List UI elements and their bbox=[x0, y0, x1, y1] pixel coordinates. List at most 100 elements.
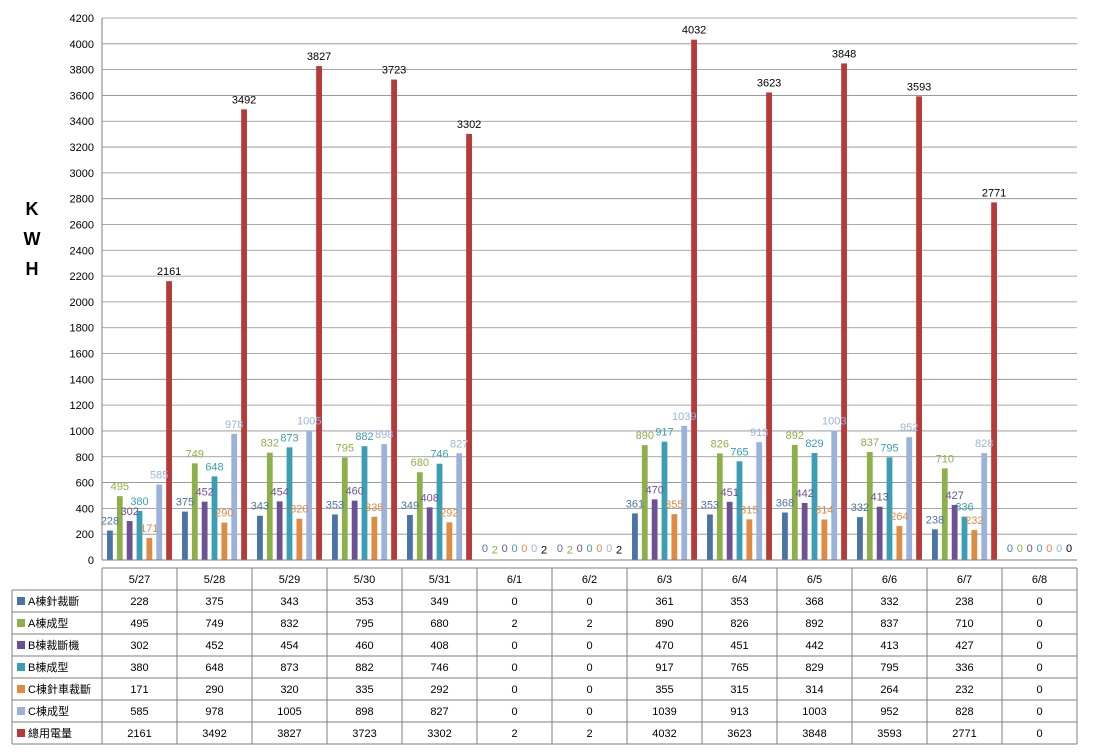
legend-label: C棟針車裁斷 bbox=[28, 682, 91, 696]
table-cell: 0 bbox=[1036, 706, 1042, 718]
table-cell: 648 bbox=[205, 662, 223, 674]
bar bbox=[831, 430, 838, 560]
table-cell: 873 bbox=[280, 662, 298, 674]
table-cell: 680 bbox=[430, 618, 448, 630]
y-tick-label: 2200 bbox=[70, 271, 94, 283]
data-label: 171 bbox=[140, 523, 158, 535]
data-label: 0 bbox=[502, 543, 508, 555]
bar bbox=[941, 468, 948, 560]
table-cell: 2 bbox=[586, 728, 592, 740]
y-tick-label: 600 bbox=[76, 478, 94, 490]
data-label: 4032 bbox=[682, 25, 706, 37]
bar bbox=[276, 501, 283, 560]
data-label: 827 bbox=[450, 438, 468, 450]
bar bbox=[991, 202, 997, 560]
data-label: 890 bbox=[636, 430, 654, 442]
table-cell: 349 bbox=[430, 596, 448, 608]
bar bbox=[801, 502, 808, 560]
bar bbox=[866, 451, 873, 560]
table-cell: 3723 bbox=[352, 728, 376, 740]
data-label: 290 bbox=[215, 508, 233, 520]
table-cell: 1039 bbox=[652, 706, 676, 718]
bar bbox=[391, 79, 397, 560]
bar bbox=[436, 463, 443, 560]
bar bbox=[782, 512, 788, 560]
bar bbox=[407, 514, 413, 560]
data-label: 952 bbox=[900, 422, 918, 434]
bar bbox=[241, 109, 247, 560]
bar bbox=[932, 529, 938, 560]
table-cell: 413 bbox=[880, 640, 898, 652]
table-cell: 302 bbox=[130, 640, 148, 652]
table-cell: 0 bbox=[511, 640, 517, 652]
bar bbox=[416, 472, 423, 560]
data-label: 882 bbox=[355, 431, 373, 443]
data-label: 264 bbox=[890, 511, 908, 523]
data-label: 746 bbox=[430, 449, 448, 461]
data-label: 828 bbox=[975, 438, 993, 450]
y-axis-label-letter: K bbox=[26, 199, 39, 219]
table-cell: 978 bbox=[205, 706, 223, 718]
table-cell: 332 bbox=[880, 596, 898, 608]
bar bbox=[126, 521, 133, 560]
table-cell: 427 bbox=[955, 640, 973, 652]
data-label: 442 bbox=[795, 488, 813, 500]
table-cell: 829 bbox=[805, 662, 823, 674]
bar bbox=[231, 433, 238, 560]
table-cell: 3492 bbox=[202, 728, 226, 740]
bar bbox=[107, 530, 113, 560]
table-cell: 3593 bbox=[877, 728, 901, 740]
data-label: 3302 bbox=[457, 119, 481, 131]
table-cell: 2 bbox=[511, 728, 517, 740]
y-tick-label: 3400 bbox=[70, 116, 94, 128]
bar bbox=[951, 504, 958, 560]
bar bbox=[381, 444, 388, 560]
data-label: 913 bbox=[750, 427, 768, 439]
data-label: 3492 bbox=[232, 94, 256, 106]
table-cell: 232 bbox=[955, 684, 973, 696]
table-cell: 442 bbox=[805, 640, 823, 652]
data-label: 238 bbox=[926, 514, 944, 526]
data-label: 332 bbox=[851, 502, 869, 514]
legend-label: B棟裁斷機 bbox=[28, 638, 79, 652]
table-cell: 585 bbox=[130, 706, 148, 718]
data-label: 873 bbox=[280, 432, 298, 444]
table-cell: 837 bbox=[880, 618, 898, 630]
table-cell: 746 bbox=[430, 662, 448, 674]
data-label: 343 bbox=[251, 501, 269, 513]
data-label: 765 bbox=[730, 446, 748, 458]
data-label: 232 bbox=[965, 515, 983, 527]
table-cell: 355 bbox=[655, 684, 673, 696]
category-label: 6/5 bbox=[807, 574, 822, 586]
table-cell: 1005 bbox=[277, 706, 301, 718]
data-label: 361 bbox=[626, 498, 644, 510]
bar bbox=[916, 96, 922, 560]
legend-label: 總用電量 bbox=[28, 726, 72, 740]
table-cell: 0 bbox=[511, 596, 517, 608]
bar bbox=[857, 517, 863, 560]
bar bbox=[756, 442, 763, 560]
data-label: 335 bbox=[365, 502, 383, 514]
data-label: 2 bbox=[567, 545, 573, 557]
y-tick-label: 800 bbox=[76, 452, 94, 464]
legend-label: A棟成型 bbox=[28, 616, 68, 630]
y-tick-label: 4000 bbox=[70, 39, 94, 51]
data-label: 829 bbox=[805, 438, 823, 450]
table-cell: 335 bbox=[355, 684, 373, 696]
bar bbox=[791, 444, 798, 560]
data-label: 0 bbox=[557, 543, 563, 555]
y-tick-label: 1000 bbox=[70, 426, 94, 438]
bar bbox=[146, 537, 153, 560]
y-tick-label: 200 bbox=[76, 529, 94, 541]
bar bbox=[841, 63, 847, 560]
category-label: 5/29 bbox=[279, 574, 300, 586]
bar bbox=[896, 525, 903, 560]
table-cell: 0 bbox=[586, 640, 592, 652]
y-tick-label: 1600 bbox=[70, 349, 94, 361]
data-label: 2 bbox=[541, 545, 547, 557]
data-label: 355 bbox=[665, 499, 683, 511]
table-cell: 3623 bbox=[727, 728, 751, 740]
data-label: 0 bbox=[1007, 543, 1013, 555]
data-table: 5/27 5/28 5/29 5/30 5/31 6/1 6/2 6/3 6/4 6/5 6/6 6/… bbox=[11, 567, 1078, 745]
